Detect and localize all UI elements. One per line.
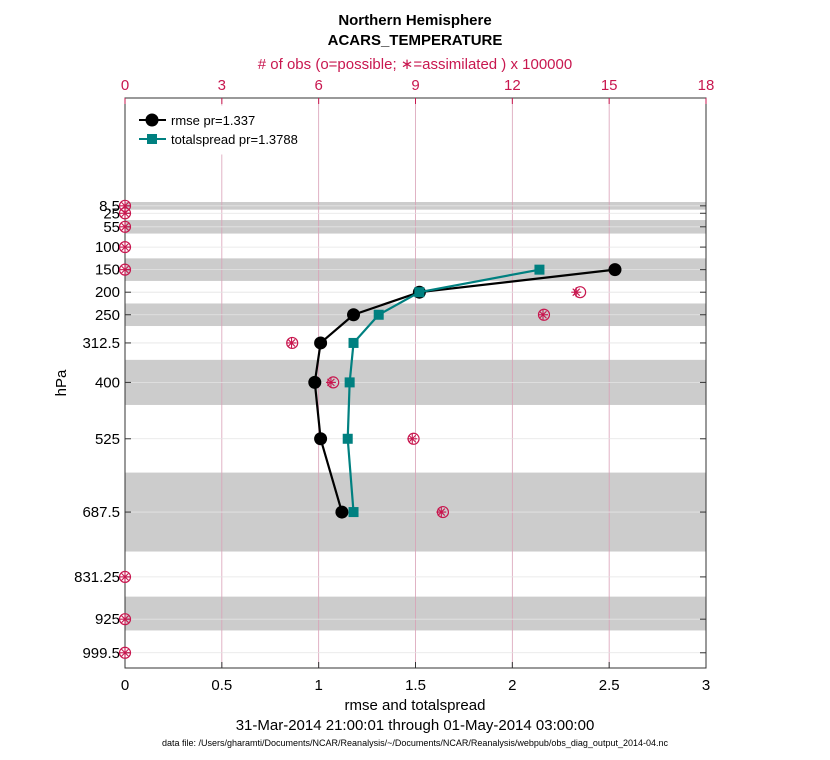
series-0-point-6 — [335, 505, 349, 519]
series-1-point-6 — [348, 507, 359, 518]
series-1-point-1 — [414, 287, 425, 298]
top-tick-label-2: 6 — [314, 77, 322, 94]
top-tick-label-1: 3 — [218, 77, 226, 94]
obs-assimilated-3-stroke-3 — [121, 243, 129, 251]
x-axis-ticks: 0 0.5 1 1.5 2 2.5 3 — [121, 662, 710, 694]
obs-assimilated-13-stroke-3 — [121, 648, 129, 657]
top-tick-label-6: 18 — [698, 77, 715, 94]
data-file-footnote: data file: /Users/gharamti/Documents/NCA… — [162, 738, 669, 748]
legend: rmse pr=1.337 totalspread pr=1.3788 — [132, 105, 316, 155]
x-tick-label-2: 1 — [314, 677, 322, 694]
legend-rmse-marker — [145, 113, 159, 127]
series-1-point-4 — [344, 377, 355, 388]
y-tick-label-2: 55 — [103, 219, 120, 236]
legend-box — [132, 105, 316, 155]
top-axis-label: # of obs (o=possible; ∗=assimilated ) x … — [258, 56, 572, 73]
obs-assimilated-6-stroke-3 — [539, 310, 547, 319]
y-tick-label-11: 831.25 — [74, 569, 120, 586]
obs-assimilated-2 — [120, 221, 130, 232]
top-axis-ticks: 0 3 6 9 12 15 18 — [121, 77, 715, 104]
y-tick-label-7: 312.5 — [82, 335, 120, 352]
x-tick-label-5: 2.5 — [599, 677, 620, 694]
series-1-point-3 — [348, 337, 359, 348]
x-axis-label: rmse and totalspread — [345, 697, 486, 714]
y-tick-label-9: 525 — [95, 431, 120, 448]
obs-assimilated-10-stroke-3 — [437, 508, 446, 516]
chart-title: Northern Hemisphere — [338, 12, 491, 29]
y-axis-label: hPa — [53, 369, 70, 396]
x-tick-label-1: 0.5 — [211, 677, 232, 694]
obs-assimilated-8-stroke-3 — [327, 378, 335, 387]
obs-assimilated-8 — [325, 377, 336, 388]
series-0-point-3 — [314, 336, 328, 350]
y-tick-label-8: 400 — [95, 374, 120, 391]
obs-assimilated-4-stroke-3 — [121, 265, 129, 274]
y-tick-label-4: 150 — [95, 262, 120, 279]
obs-assimilated-7-stroke-3 — [287, 339, 296, 347]
x-tick-label-6: 3 — [702, 677, 710, 694]
obs-assimilated-7 — [286, 337, 297, 348]
top-tick-label-5: 15 — [601, 77, 618, 94]
obs-possible-12 — [118, 613, 132, 626]
obs-assimilated-5-stroke-3 — [572, 288, 581, 297]
x-tick-label-0: 0 — [121, 677, 129, 694]
obs-assimilated-9 — [407, 433, 418, 444]
y-tick-label-0: 8.5 — [99, 198, 120, 215]
chart-subtitle: ACARS_TEMPERATURE — [328, 32, 503, 49]
obs-possible-2 — [118, 220, 132, 233]
obs-assimilated-11 — [120, 571, 130, 582]
series-1-point-2 — [373, 309, 384, 320]
obs-assimilated-1 — [120, 208, 130, 219]
obs-assimilated-9-stroke-3 — [408, 434, 417, 443]
y-tick-label-12: 925 — [95, 611, 120, 628]
obs-possible-3 — [118, 241, 132, 254]
y-tick-label-13: 999.5 — [82, 645, 120, 662]
y-tick-label-5: 200 — [95, 284, 120, 301]
obs-assimilated-11-stroke-3 — [121, 573, 129, 581]
obs-assimilated-1-stroke-3 — [121, 209, 129, 218]
obs-assimilated-13 — [120, 647, 130, 658]
obs-assimilated-5 — [571, 287, 582, 298]
top-tick-label-3: 9 — [411, 77, 419, 94]
legend-spread-marker — [147, 134, 157, 144]
top-tick-label-0: 0 — [121, 77, 129, 94]
series-1-point-0 — [534, 264, 545, 275]
obs-assimilated-6 — [537, 309, 548, 320]
obs-assimilated-10 — [436, 507, 447, 518]
series-0-point-4 — [308, 375, 322, 389]
obs-possible-13 — [118, 646, 132, 659]
obs-assimilated-12 — [120, 614, 130, 625]
legend-rmse-label: rmse pr=1.337 — [171, 113, 255, 128]
series-lines — [308, 263, 622, 519]
legend-spread-label: totalspread pr=1.3788 — [171, 132, 298, 147]
x-tick-label-4: 2 — [508, 677, 516, 694]
obs-assimilated-12-stroke-3 — [121, 615, 129, 624]
x-tick-label-3: 1.5 — [405, 677, 426, 694]
series-0-point-0 — [608, 263, 622, 277]
obs-possible-4 — [118, 263, 132, 276]
obs-count-markers — [118, 199, 587, 659]
y-tick-label-1: 25 — [103, 205, 120, 222]
series-0-point-2 — [347, 308, 361, 322]
obs-possible-11 — [118, 570, 132, 583]
series-0-point-5 — [314, 432, 328, 446]
y-tick-label-10: 687.5 — [82, 504, 120, 521]
date-range: 31-Mar-2014 21:00:01 through 01-May-2014… — [236, 717, 595, 734]
y-tick-label-6: 250 — [95, 307, 120, 324]
obs-possible-1 — [118, 207, 132, 220]
obs-assimilated-2-stroke-3 — [121, 222, 129, 231]
obs-assimilated-4 — [120, 264, 130, 275]
series-1-point-5 — [342, 433, 353, 444]
top-tick-label-4: 12 — [504, 77, 521, 94]
obs-assimilated-3 — [120, 242, 130, 253]
y-tick-label-3: 100 — [95, 239, 120, 256]
